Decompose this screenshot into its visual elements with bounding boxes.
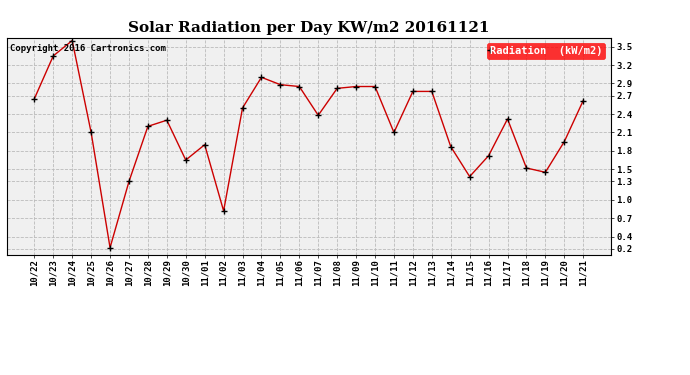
Legend: Radiation  (kW/m2): Radiation (kW/m2) [486,43,605,59]
Radiation  (kW/m2) [560,140,569,144]
Radiation  (kW/m2) [522,166,531,170]
Radiation  (kW/m2) [446,144,455,149]
Line: Radiation  (kW/m2): Radiation (kW/m2) [32,38,586,251]
Radiation  (kW/m2) [408,89,417,94]
Radiation  (kW/m2) [484,153,493,158]
Radiation  (kW/m2) [352,84,360,89]
Radiation  (kW/m2) [466,174,474,179]
Radiation  (kW/m2) [390,130,398,135]
Radiation  (kW/m2) [579,98,587,103]
Radiation  (kW/m2) [428,89,436,94]
Radiation  (kW/m2) [333,86,342,91]
Radiation  (kW/m2) [257,75,266,80]
Radiation  (kW/m2) [144,124,152,129]
Radiation  (kW/m2) [163,118,171,123]
Radiation  (kW/m2) [87,130,95,135]
Radiation  (kW/m2) [68,38,77,43]
Radiation  (kW/m2) [219,209,228,213]
Radiation  (kW/m2) [371,84,380,89]
Radiation  (kW/m2) [541,170,549,174]
Radiation  (kW/m2) [49,54,57,58]
Radiation  (kW/m2) [295,84,304,89]
Radiation  (kW/m2) [181,158,190,162]
Radiation  (kW/m2) [125,179,133,184]
Radiation  (kW/m2) [30,96,39,101]
Title: Solar Radiation per Day KW/m2 20161121: Solar Radiation per Day KW/m2 20161121 [128,21,489,35]
Radiation  (kW/m2) [276,82,284,87]
Radiation  (kW/m2) [106,245,114,250]
Radiation  (kW/m2) [314,113,322,117]
Radiation  (kW/m2) [504,117,512,121]
Radiation  (kW/m2) [201,142,209,147]
Text: Copyright 2016 Cartronics.com: Copyright 2016 Cartronics.com [10,44,166,53]
Radiation  (kW/m2) [238,106,246,110]
